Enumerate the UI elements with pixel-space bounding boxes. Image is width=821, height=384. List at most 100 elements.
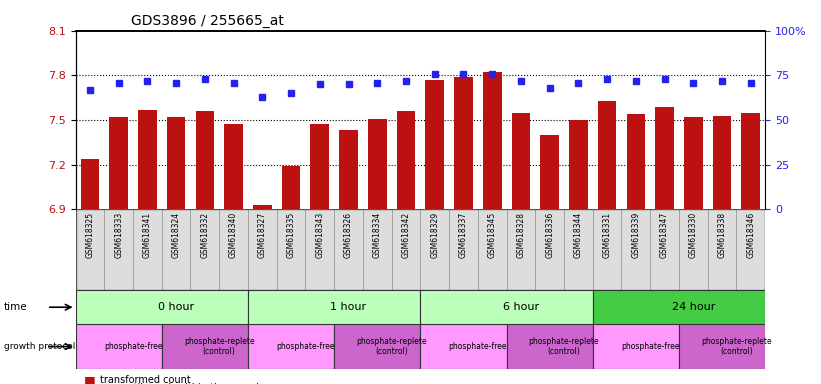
Text: GSM618326: GSM618326 <box>344 212 353 258</box>
Text: phosphate-replete
(control): phosphate-replete (control) <box>701 337 772 356</box>
Bar <box>224 124 243 209</box>
Bar <box>248 324 334 369</box>
Bar <box>598 101 617 209</box>
Text: phosphate-replete
(control): phosphate-replete (control) <box>356 337 427 356</box>
Text: transformed count: transformed count <box>100 375 191 384</box>
Bar <box>564 209 593 290</box>
Text: GSM618327: GSM618327 <box>258 212 267 258</box>
Bar <box>420 290 593 324</box>
Text: 1 hour: 1 hour <box>330 302 367 312</box>
Text: GSM618334: GSM618334 <box>373 212 382 258</box>
Bar <box>167 117 186 209</box>
Bar <box>339 131 358 209</box>
Text: GSM618335: GSM618335 <box>287 212 296 258</box>
Bar <box>593 324 679 369</box>
Bar <box>425 80 444 209</box>
Text: percentile rank within the sample: percentile rank within the sample <box>100 383 265 384</box>
Bar <box>76 324 162 369</box>
Bar <box>76 290 248 324</box>
Text: GSM618341: GSM618341 <box>143 212 152 258</box>
Text: phosphate-free: phosphate-free <box>103 342 163 351</box>
Text: GSM618324: GSM618324 <box>172 212 181 258</box>
Text: phosphate-free: phosphate-free <box>448 342 507 351</box>
Text: 0 hour: 0 hour <box>158 302 195 312</box>
Bar <box>449 209 478 290</box>
Bar <box>621 209 650 290</box>
Text: GSM618331: GSM618331 <box>603 212 612 258</box>
Text: GSM618347: GSM618347 <box>660 212 669 258</box>
Bar <box>507 209 535 290</box>
Bar <box>454 77 473 209</box>
Bar <box>679 324 765 369</box>
Bar <box>195 111 214 209</box>
Bar <box>593 209 621 290</box>
Bar <box>334 324 420 369</box>
Bar <box>736 209 765 290</box>
Bar <box>363 209 392 290</box>
Bar <box>684 117 703 209</box>
Text: GSM618343: GSM618343 <box>315 212 324 258</box>
Bar <box>104 209 133 290</box>
Bar <box>650 209 679 290</box>
Bar <box>138 109 157 209</box>
Bar <box>679 209 708 290</box>
Text: phosphate-free: phosphate-free <box>621 342 680 351</box>
Bar <box>76 209 104 290</box>
Text: GSM618340: GSM618340 <box>229 212 238 258</box>
Text: GSM618328: GSM618328 <box>516 212 525 258</box>
Bar <box>507 324 593 369</box>
Bar <box>368 119 387 209</box>
Text: GSM618337: GSM618337 <box>459 212 468 258</box>
Bar <box>133 209 162 290</box>
Text: GDS3896 / 255665_at: GDS3896 / 255665_at <box>131 14 283 28</box>
Bar <box>483 72 502 209</box>
Bar <box>511 113 530 209</box>
Bar <box>540 135 559 209</box>
Bar <box>397 111 415 209</box>
Bar <box>741 113 760 209</box>
Bar <box>310 124 329 209</box>
Text: GSM618338: GSM618338 <box>718 212 727 258</box>
Bar <box>277 209 305 290</box>
Text: growth protocol: growth protocol <box>4 342 76 351</box>
Bar <box>282 166 300 209</box>
Bar <box>478 209 507 290</box>
Bar <box>593 290 765 324</box>
Bar <box>626 114 645 209</box>
Bar <box>162 209 190 290</box>
Text: 6 hour: 6 hour <box>502 302 539 312</box>
Text: GSM618344: GSM618344 <box>574 212 583 258</box>
Bar <box>535 209 564 290</box>
Text: GSM618330: GSM618330 <box>689 212 698 258</box>
Bar <box>190 209 219 290</box>
Text: ■: ■ <box>84 381 95 384</box>
Text: GSM618332: GSM618332 <box>200 212 209 258</box>
Bar <box>80 159 99 209</box>
Text: GSM618325: GSM618325 <box>85 212 94 258</box>
Bar <box>655 107 674 209</box>
Bar <box>162 324 248 369</box>
Bar <box>305 209 334 290</box>
Bar <box>253 205 272 209</box>
Bar <box>109 117 128 209</box>
Text: GSM618333: GSM618333 <box>114 212 123 258</box>
Text: GSM618339: GSM618339 <box>631 212 640 258</box>
Text: time: time <box>4 302 28 312</box>
Bar <box>392 209 420 290</box>
Bar <box>334 209 363 290</box>
Text: GSM618342: GSM618342 <box>401 212 410 258</box>
Text: phosphate-replete
(control): phosphate-replete (control) <box>529 337 599 356</box>
Bar <box>420 324 507 369</box>
Text: GSM618345: GSM618345 <box>488 212 497 258</box>
Text: GSM618336: GSM618336 <box>545 212 554 258</box>
Text: GSM618329: GSM618329 <box>430 212 439 258</box>
Text: phosphate-replete
(control): phosphate-replete (control) <box>184 337 255 356</box>
Text: GSM618346: GSM618346 <box>746 212 755 258</box>
Text: ■: ■ <box>84 374 95 384</box>
Bar <box>708 209 736 290</box>
Bar <box>569 120 588 209</box>
Bar <box>219 209 248 290</box>
Bar <box>420 209 449 290</box>
Bar <box>248 209 277 290</box>
Bar <box>713 116 732 209</box>
